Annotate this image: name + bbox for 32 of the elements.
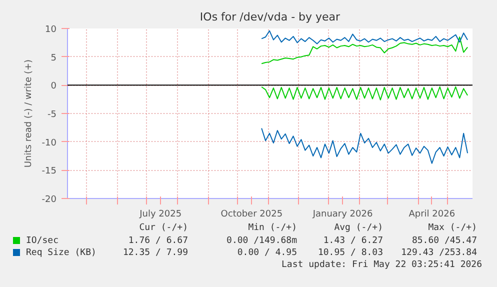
line-series xyxy=(261,86,468,100)
legend-label: IO/sec xyxy=(26,235,59,248)
text: 1.76 / 6.67 xyxy=(128,235,188,248)
y-tick-label: -15 xyxy=(42,166,57,177)
text: 1.43 / 6.27 xyxy=(323,235,383,248)
text: 0.00 /149.68m xyxy=(226,235,297,248)
text: 0.00 / 4.95 xyxy=(237,247,297,260)
y-tick-label: 0 xyxy=(50,82,57,92)
text: 12.35 / 7.99 xyxy=(122,247,188,260)
x-tick-label: October 2025 xyxy=(220,210,283,220)
text: 10.95 / 8.03 xyxy=(318,247,383,260)
x-tick-label: July 2025 xyxy=(138,210,182,220)
y-tick-label: -20 xyxy=(42,195,57,205)
y-tick-label: 10 xyxy=(45,25,57,35)
line-series xyxy=(261,30,468,44)
text: Max (-/+) xyxy=(428,222,477,235)
chart-title: IOs for /dev/vda - by year xyxy=(200,10,341,24)
line-series xyxy=(261,128,468,164)
y-tick-label: -10 xyxy=(42,138,57,148)
text: Last update: Fri May 22 03:25:41 2026 xyxy=(282,259,482,272)
x-tick-label: January 2026 xyxy=(312,210,373,220)
y-tick-label: 5 xyxy=(50,53,57,64)
legend-label: Req Size (KB) xyxy=(26,247,96,260)
text: Min (-/+) xyxy=(248,222,297,235)
line-series xyxy=(261,36,468,64)
y-tick-label: -5 xyxy=(48,110,57,120)
x-tick-label: April 2026 xyxy=(408,210,456,220)
text: 85.60 /45.47 xyxy=(412,235,477,248)
text: Avg (-/+) xyxy=(334,222,383,235)
text: 129.43 /253.84 xyxy=(401,247,477,260)
text: Cur (-/+) xyxy=(139,222,188,235)
y-axis-title: Units read (-) / write (+) xyxy=(24,59,34,168)
